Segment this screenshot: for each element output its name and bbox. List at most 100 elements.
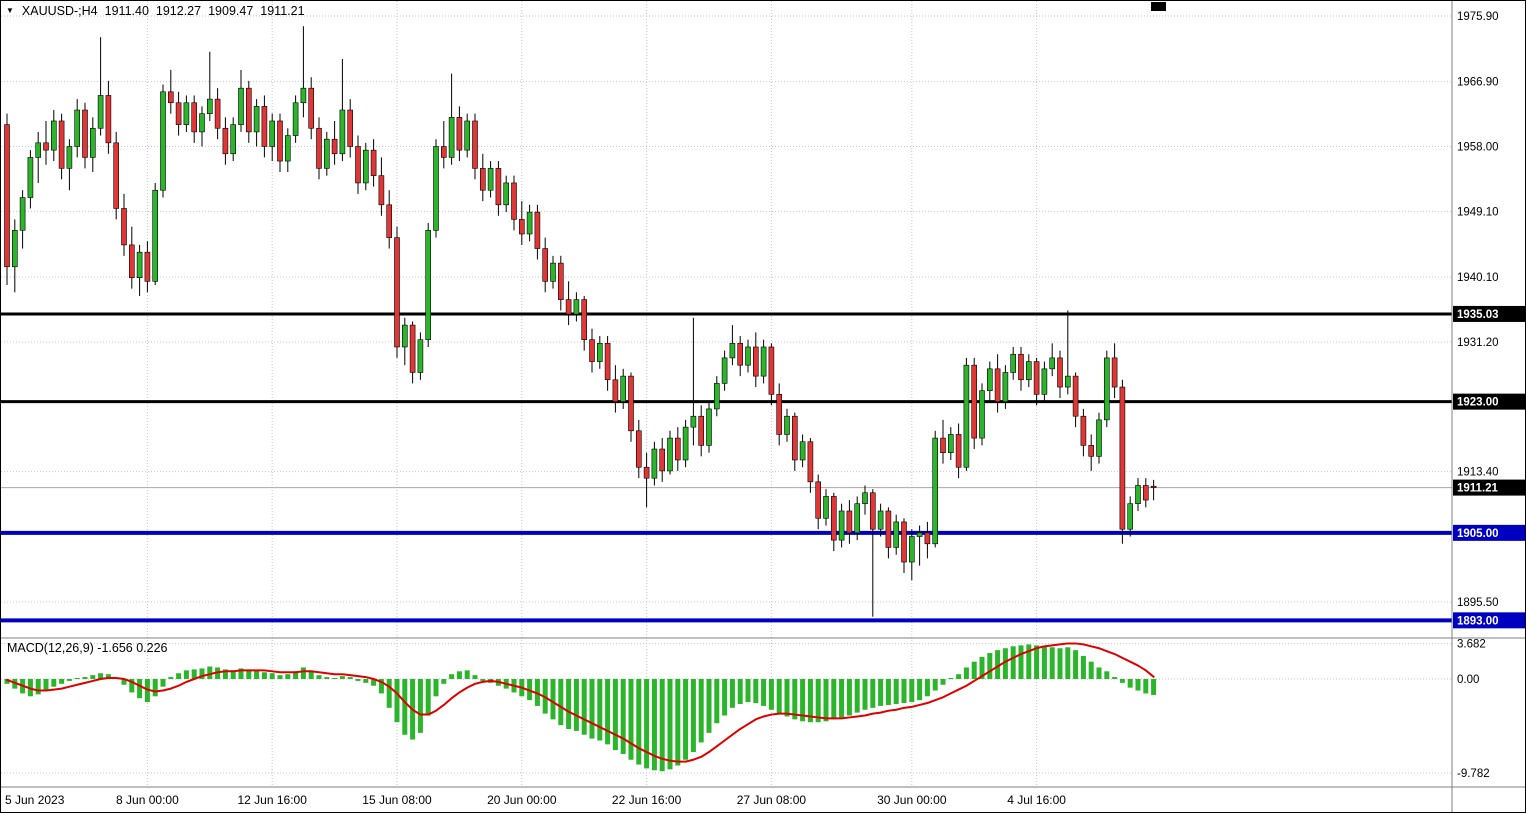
macd-histogram-bar xyxy=(761,679,767,706)
macd-histogram-bar xyxy=(464,670,470,679)
macd-histogram-bar xyxy=(550,679,556,720)
macd-histogram-bar xyxy=(807,679,813,723)
candle-body xyxy=(994,368,1001,402)
macd-histogram-bar xyxy=(191,669,197,679)
macd-histogram-bar xyxy=(1026,644,1032,679)
macd-indicator-label: MACD(12,26,9) -1.656 0.226 xyxy=(7,641,168,655)
macd-histogram-bar xyxy=(207,666,213,679)
macd-histogram-bar xyxy=(683,679,689,760)
candle-body xyxy=(776,394,783,435)
candle-body xyxy=(1080,415,1087,446)
macd-histogram-bar xyxy=(776,679,782,714)
candle-body xyxy=(97,95,104,129)
price-badge-label: 1893.00 xyxy=(1457,615,1499,627)
candle-body xyxy=(495,168,502,206)
candle-body xyxy=(238,87,244,125)
macd-histogram-bar xyxy=(35,679,41,695)
candle-body xyxy=(82,109,88,158)
macd-histogram-bar xyxy=(222,669,228,679)
macd-histogram-bar xyxy=(1041,646,1047,679)
macd-histogram-bar xyxy=(792,679,798,720)
candle-body xyxy=(74,109,80,147)
candle-body xyxy=(1033,361,1040,395)
macd-histogram-bar xyxy=(870,679,876,708)
candle-body xyxy=(339,109,346,155)
macd-histogram-bar xyxy=(74,678,80,679)
candle-body xyxy=(50,120,57,151)
macd-histogram-bar xyxy=(737,679,743,704)
candle-body xyxy=(199,113,205,133)
price-tick-label: 1975.90 xyxy=(1457,11,1499,23)
macd-histogram-bar xyxy=(1034,645,1040,679)
macd-histogram-bar xyxy=(66,679,72,681)
macd-histogram-bar xyxy=(402,679,408,735)
price-badge xyxy=(1453,393,1525,410)
candle-body xyxy=(1111,357,1118,388)
candle-body xyxy=(401,324,408,348)
macd-histogram-bar xyxy=(1088,661,1094,679)
candle-body xyxy=(152,189,158,282)
macd-histogram-bar xyxy=(1104,671,1110,679)
candle-body xyxy=(1096,419,1102,457)
candle-body xyxy=(589,339,595,362)
price-badge-label: 1923.00 xyxy=(1457,397,1499,409)
candle-body xyxy=(604,343,611,381)
candle-body xyxy=(316,127,322,169)
macd-histogram-bar xyxy=(644,679,650,769)
candle-body xyxy=(261,106,268,147)
macd-histogram-bar xyxy=(1096,667,1102,679)
candle-body xyxy=(1127,503,1133,530)
macd-histogram-bar xyxy=(924,679,930,697)
price-tick-label: 1895.50 xyxy=(1457,597,1499,609)
macd-histogram-bar xyxy=(293,671,299,679)
time-axis-label: 12 Jun 16:00 xyxy=(237,793,307,807)
close-value: 1911.21 xyxy=(260,4,305,18)
time-axis-label: 4 Jul 16:00 xyxy=(1007,793,1066,807)
candle-body xyxy=(565,299,572,315)
macd-histogram-bar xyxy=(371,679,377,686)
macd-histogram-bar xyxy=(979,656,985,679)
candle-body xyxy=(947,434,954,453)
macd-histogram-bar xyxy=(425,679,431,716)
candle-body xyxy=(1018,353,1024,381)
macd-histogram-bar xyxy=(1151,679,1157,695)
macd-histogram-bar xyxy=(878,679,884,706)
candle-body xyxy=(721,357,728,384)
candle-body xyxy=(503,182,510,206)
symbol-ohlc-header: ▼ XAUUSD-;H4 1911.40 1912.27 1909.47 191… xyxy=(6,4,305,18)
price-tick-label: 1949.10 xyxy=(1457,206,1499,218)
candle-body xyxy=(456,117,463,151)
macd-histogram-bar xyxy=(332,678,338,679)
macd-histogram-bar xyxy=(238,668,244,679)
candle-body xyxy=(682,426,689,461)
macd-histogram-bar xyxy=(831,679,837,720)
candle-body xyxy=(862,492,868,505)
candle-body xyxy=(448,117,455,158)
macd-histogram-bar xyxy=(90,675,96,679)
macd-histogram-bar xyxy=(137,679,143,699)
macd-histogram-bar xyxy=(316,675,322,679)
candle-body xyxy=(971,364,978,439)
collapse-triangle-icon[interactable]: ▼ xyxy=(6,6,14,15)
candle-body xyxy=(667,437,673,472)
candle-body xyxy=(144,251,151,282)
time-axis-label: 15 Jun 08:00 xyxy=(362,793,432,807)
macd-histogram-bar xyxy=(690,679,696,753)
candle-body xyxy=(659,448,666,472)
candle-body xyxy=(1135,485,1141,505)
macd-histogram-bar xyxy=(168,677,174,679)
candle-body xyxy=(1026,361,1032,381)
high-value: 1912.27 xyxy=(155,4,202,18)
candle-body xyxy=(979,390,985,439)
candle-body xyxy=(246,87,252,133)
candle-body xyxy=(581,299,588,340)
candle-body xyxy=(901,521,907,563)
macd-histogram-bar xyxy=(1049,647,1055,679)
macd-histogram-bar xyxy=(839,679,845,718)
candle-body xyxy=(440,146,447,158)
macd-histogram-bar xyxy=(675,679,681,766)
macd-histogram-bar xyxy=(480,679,486,681)
candle-body xyxy=(175,102,182,125)
candle-body xyxy=(690,415,697,428)
